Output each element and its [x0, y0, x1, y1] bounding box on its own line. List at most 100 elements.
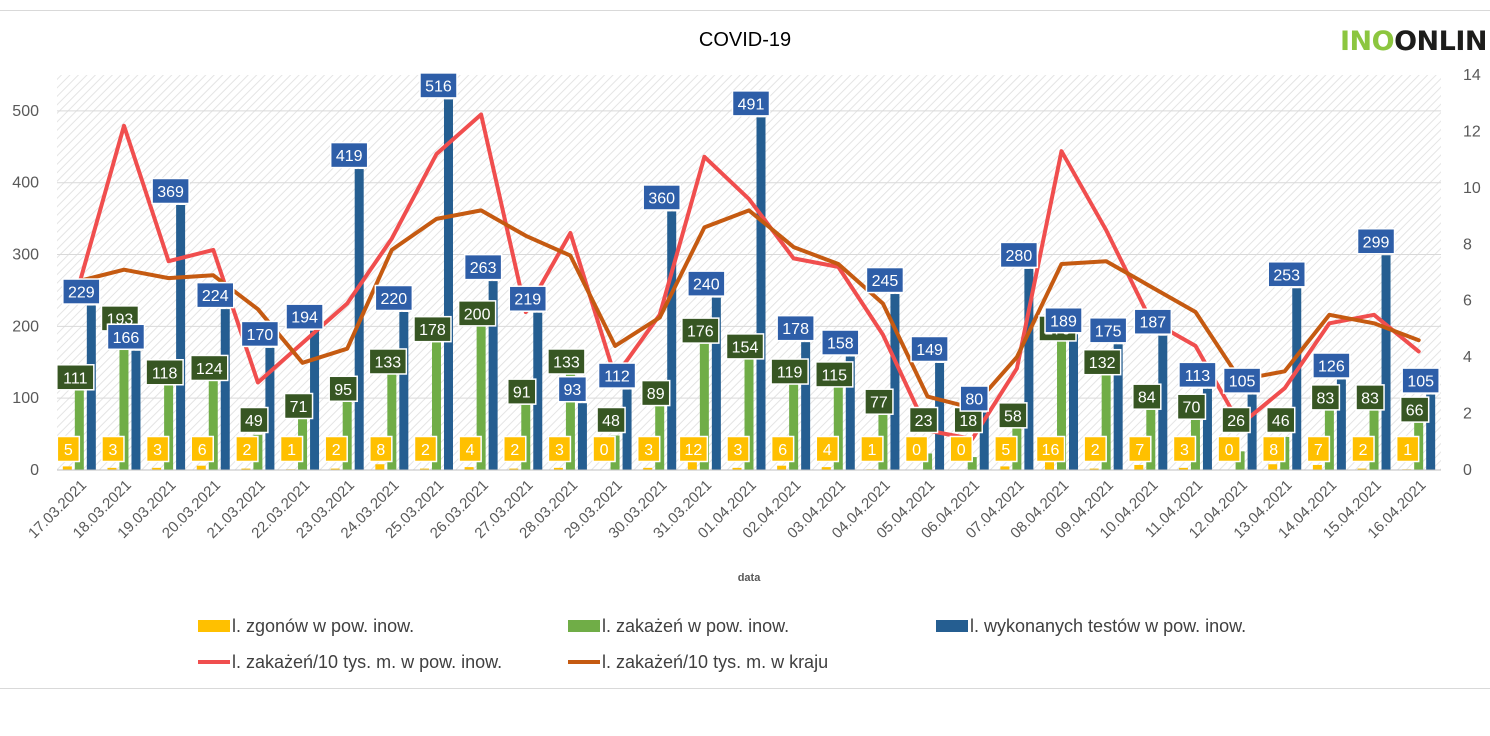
data-label-infections-text: 23	[915, 413, 933, 430]
bar-tests	[1024, 268, 1034, 470]
data-label-tests: 149	[910, 335, 949, 363]
bar-tests	[1381, 255, 1391, 470]
bar-infections	[387, 374, 397, 470]
bar-deaths	[107, 467, 117, 470]
bar-tests	[756, 117, 766, 470]
data-label-infections-box	[725, 333, 765, 360]
data-label-deaths: 7	[1306, 435, 1331, 463]
bar-tests	[935, 362, 945, 470]
bar-tests	[443, 99, 453, 470]
legend-swatch	[198, 620, 230, 632]
data-label-tests-box	[865, 266, 905, 294]
bar-tests	[310, 330, 320, 470]
data-label-infections-box	[190, 354, 229, 382]
bar-tests	[711, 297, 721, 470]
data-label-deaths-text: 4	[823, 442, 832, 459]
data-label-infections: 66	[1399, 396, 1430, 423]
bar-tests	[265, 347, 275, 470]
bar-tests	[399, 312, 409, 470]
bar-deaths	[464, 467, 474, 470]
data-label-deaths: 1	[1395, 435, 1420, 463]
data-label-infections-box	[457, 300, 497, 327]
data-label-deaths: 8	[1261, 435, 1286, 463]
data-label-tests: 93	[557, 375, 588, 403]
data-label-infections-box	[1310, 384, 1341, 411]
data-label-infections-box	[770, 358, 809, 385]
data-label-tests-text: 105	[1407, 374, 1434, 391]
data-label-infections-box	[998, 402, 1028, 429]
data-label-deaths-text: 6	[198, 442, 207, 459]
inoonline-logo: INOONLIN	[1340, 26, 1488, 57]
data-label-infections-box	[56, 364, 95, 391]
data-label-infections: 58	[998, 402, 1028, 429]
data-label-tests-text: 219	[514, 292, 541, 309]
bar-deaths	[152, 467, 162, 470]
logo-text-online: ONLIN	[1394, 26, 1488, 57]
bar-tests	[1292, 288, 1302, 470]
data-label-tests-text: 220	[380, 291, 407, 308]
bar-tests	[1069, 334, 1079, 470]
data-label-deaths-text: 0	[1225, 442, 1234, 459]
bar-deaths	[1312, 464, 1322, 470]
data-label-tests-box	[731, 90, 771, 117]
data-label-deaths: 2	[413, 435, 438, 463]
data-label-tests-box	[642, 184, 681, 211]
data-label-infections: 115	[815, 361, 854, 388]
data-label-tests-text: 189	[1050, 313, 1077, 330]
bar-deaths	[419, 468, 429, 470]
data-label-deaths-box	[1217, 435, 1241, 463]
y2-tick-label: 6	[1463, 293, 1472, 310]
data-label-tests: 263	[463, 253, 503, 281]
data-label-infections-text: 89	[647, 386, 665, 403]
data-label-infections: 118	[145, 359, 184, 386]
bar-tests	[1247, 394, 1257, 470]
data-label-deaths-text: 7	[1314, 442, 1323, 459]
bar-infections	[789, 384, 799, 470]
bar-tests	[1158, 335, 1168, 470]
data-label-deaths-box	[1351, 435, 1375, 463]
data-label-infections-text: 133	[553, 354, 580, 371]
data-label-deaths: 2	[235, 435, 259, 463]
data-label-infections-text: 111	[63, 370, 87, 387]
frame-bottom-border	[0, 688, 1490, 689]
data-label-deaths-box	[101, 435, 125, 463]
bar-deaths	[241, 468, 251, 470]
data-label-deaths: 5	[56, 435, 81, 463]
data-label-tests: 158	[821, 329, 860, 356]
bar-infections	[833, 387, 843, 470]
data-label-tests: 516	[419, 72, 458, 99]
data-label-deaths-box	[324, 435, 348, 463]
data-label-deaths: 3	[145, 435, 170, 463]
data-label-infections: 89	[640, 379, 671, 407]
data-label-infections-text: 133	[374, 354, 401, 371]
bar-deaths	[1268, 464, 1278, 470]
bar-tests	[1113, 344, 1123, 470]
bar-deaths	[1134, 464, 1144, 470]
data-label-infections-text: 83	[1361, 390, 1379, 407]
data-label-infections-box	[328, 375, 358, 403]
data-label-deaths-box	[678, 435, 709, 463]
bar-tests	[488, 281, 498, 470]
data-label-infections-text: 71	[290, 399, 308, 416]
bar-deaths	[1089, 468, 1099, 470]
bar-tests	[890, 294, 900, 470]
data-label-tests-text: 229	[68, 285, 95, 302]
data-label-infections-text: 58	[1004, 408, 1022, 425]
data-label-deaths-text: 1	[867, 442, 876, 459]
data-label-infections: 71	[283, 392, 314, 420]
data-label-tests-text: 112	[604, 369, 630, 386]
legend-label: l. zgonów w pow. inow.	[232, 616, 414, 636]
data-label-infections: 83	[1310, 384, 1341, 411]
data-label-infections-text: 119	[777, 365, 803, 382]
data-label-infections: 77	[864, 388, 894, 415]
y-tick-label: 400	[12, 175, 39, 192]
data-label-infections-text: 26	[1227, 413, 1245, 430]
data-label-tests: 491	[731, 90, 771, 117]
data-label-infections-text: 95	[334, 382, 352, 399]
data-label-infections-text: 18	[959, 413, 977, 430]
data-label-tests-text: 80	[965, 392, 983, 409]
data-label-deaths-text: 6	[778, 442, 787, 459]
data-label-infections-text: 176	[687, 324, 714, 341]
data-label-infections-text: 91	[513, 385, 531, 402]
